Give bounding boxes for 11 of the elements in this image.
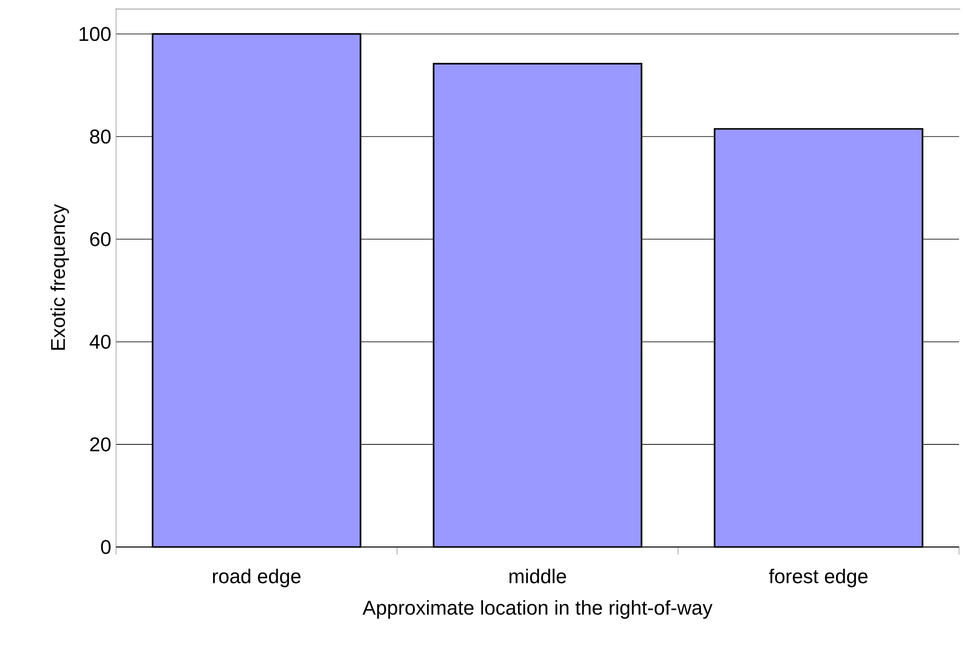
y-tick-label: 20: [90, 437, 111, 452]
y-axis-title: Exotic frequency: [50, 204, 69, 350]
x-tick-label: forest edge: [768, 568, 868, 588]
y-tick-label: 100: [80, 26, 111, 42]
y-tick-label: 40: [90, 334, 111, 349]
x-tick-label: middle: [510, 568, 566, 584]
y-tick-label: 0: [101, 540, 111, 554]
x-tick-label: road edge: [212, 568, 301, 588]
y-tick-label: 80: [90, 130, 111, 144]
y-tick-label: 60: [90, 232, 111, 246]
x-axis-title: Approximate location in the right-of-way: [362, 600, 712, 619]
